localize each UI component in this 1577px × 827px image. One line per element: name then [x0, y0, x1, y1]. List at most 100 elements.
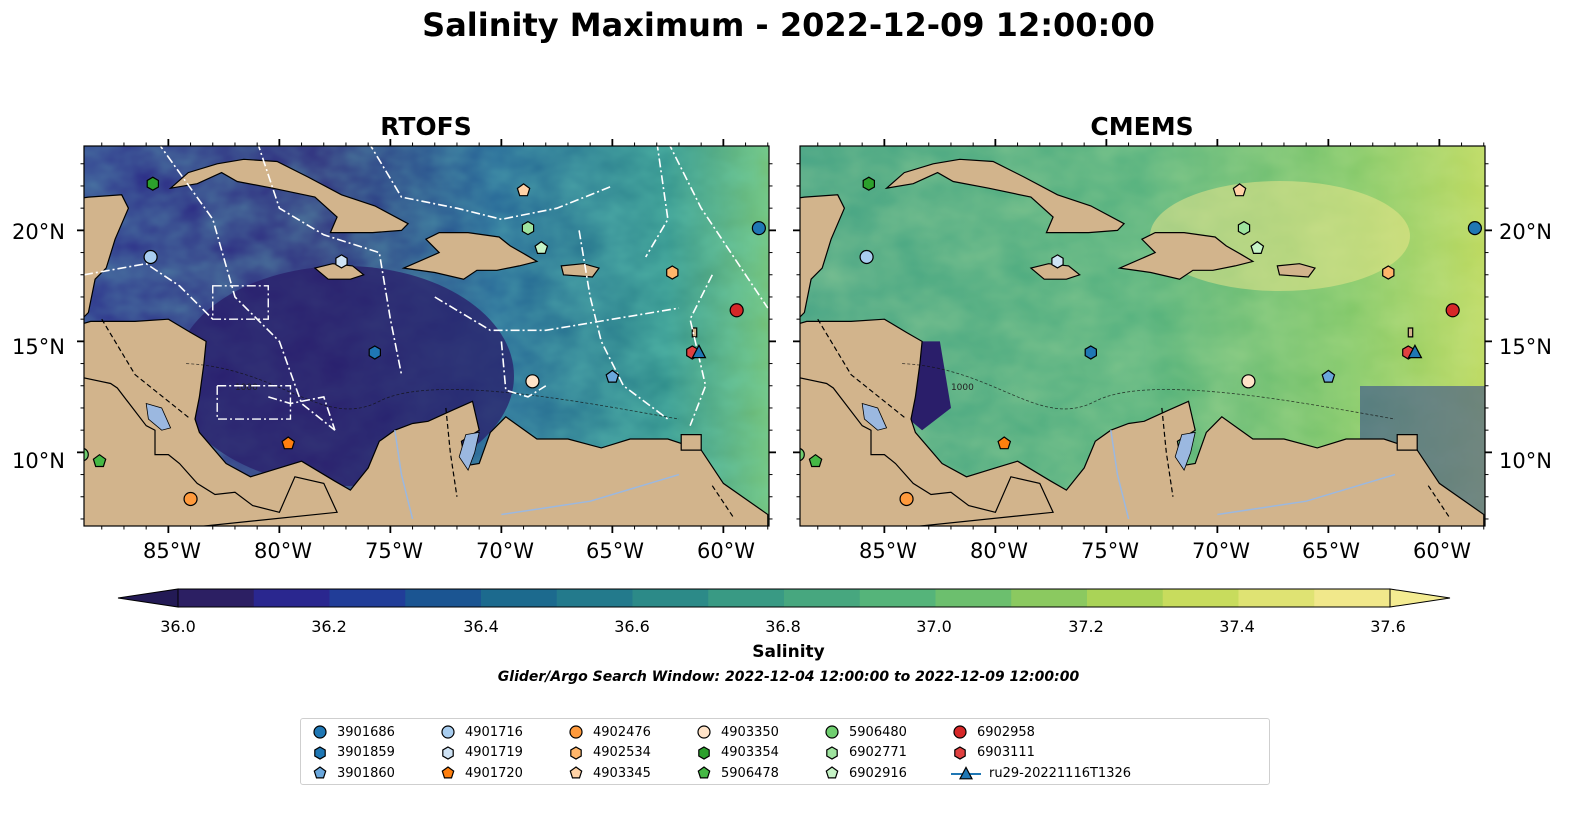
land-hispaniola — [401, 232, 539, 280]
eez-boundary — [257, 146, 403, 375]
colorbar-segment — [1238, 589, 1315, 607]
colorbar-tick: 36.6 — [614, 617, 650, 636]
float-marker-4903350 — [1241, 374, 1256, 389]
colorbar-segment — [632, 589, 709, 607]
colorbar-extend-low — [117, 588, 179, 608]
float-marker-3901686 — [1467, 221, 1482, 236]
country-borders — [817, 318, 1451, 520]
legend-label: 3901860 — [337, 765, 395, 781]
country-borders — [101, 318, 735, 520]
legend-marker-icon — [954, 745, 966, 760]
river — [501, 473, 680, 516]
panel-title-cmems: CMEMS — [1090, 112, 1194, 141]
eez-boundary — [434, 296, 680, 332]
legend-circle-icon — [569, 725, 583, 739]
land-puertorico — [560, 263, 600, 278]
float-marker-4903354 — [146, 176, 159, 191]
legend-marker-icon — [313, 766, 327, 779]
panel-title-rtofs: RTOFS — [380, 112, 472, 141]
land-yucatan — [800, 194, 846, 318]
colorbar-label: Salinity — [752, 642, 825, 662]
float-marker-5906480 — [800, 447, 805, 462]
legend-label: 5906478 — [721, 765, 779, 781]
colorbar-segment — [859, 589, 936, 607]
legend-marker-icon — [953, 725, 967, 739]
legend-marker-icon — [698, 745, 710, 760]
legend-hexagon-icon — [698, 745, 710, 760]
colorbar-segment — [784, 589, 861, 607]
legend-item: 4903350 — [695, 722, 779, 742]
float-marker-4903354 — [862, 176, 876, 191]
legend-circle-icon — [825, 725, 839, 739]
map-frame — [799, 145, 1486, 527]
colorbar-segment — [708, 589, 785, 607]
legend-item: ru29-20221116T1326 — [951, 763, 1131, 783]
legend-marker-icon — [826, 745, 838, 760]
legend-label: 6902958 — [977, 724, 1035, 740]
legend-item: 3901860 — [311, 763, 395, 783]
land-trinidad — [1396, 434, 1418, 451]
legend-item: 4902534 — [567, 743, 651, 763]
eez-boundary — [216, 385, 292, 420]
colorbar-tick: 36.2 — [311, 617, 347, 636]
eez-boundary — [212, 285, 269, 320]
float-marker-6902958 — [1445, 303, 1460, 318]
float-marker-3901686 — [751, 221, 766, 236]
float-marker-4903345 — [1232, 183, 1247, 197]
depth-contour — [186, 363, 680, 420]
lon-tick-85-left: 85°W — [143, 539, 201, 563]
float-marker-5906480 — [84, 447, 89, 462]
legend-hexagon-icon — [954, 745, 966, 760]
colorbar-tick: 37.6 — [1370, 617, 1406, 636]
legend-item: 4901719 — [439, 743, 523, 763]
legend-marker-icon — [314, 745, 326, 760]
legend-label: 6902916 — [849, 765, 907, 781]
float-marker-4901720 — [281, 436, 296, 450]
float-marker-6902916 — [534, 240, 549, 254]
land-cuba — [884, 158, 1126, 234]
colorbar-segment — [405, 589, 482, 607]
float-marker-4902476 — [183, 491, 198, 507]
legend-marker-icon — [441, 725, 455, 739]
lon-tick-70-right: 70°W — [1192, 539, 1250, 563]
float-marker-4901716 — [859, 249, 874, 265]
eez-boundary — [369, 146, 613, 221]
lat-tick-10-left: 10°N — [12, 449, 65, 473]
rtofs-map-panel: 1000 — [77, 139, 776, 533]
legend-item: 6903111 — [951, 743, 1035, 763]
salinity-colorbar — [117, 588, 1451, 608]
float-marker-4902476 — [899, 491, 914, 507]
land-jamaica — [313, 263, 365, 280]
float-marker-4901719 — [1051, 254, 1064, 269]
float-marker-ru29-20221116T1326 — [1407, 344, 1423, 359]
float-marker-ru29-20221116T1326 — [691, 344, 707, 359]
land-yucatan — [84, 194, 130, 318]
float-marker-6902916 — [1250, 240, 1265, 254]
colorbar-segment — [253, 589, 330, 607]
eez-boundary — [268, 395, 336, 431]
legend-item: 4903345 — [567, 763, 651, 783]
river — [1110, 430, 1130, 520]
colorbar-segment — [1011, 589, 1088, 607]
legend-item: 5906480 — [823, 722, 907, 742]
colorbar-tick: 37.0 — [916, 617, 952, 636]
colorbar-segment — [329, 589, 406, 607]
lat-tick-15-right: 15°N — [1499, 335, 1552, 359]
legend-marker-icon — [825, 766, 839, 779]
float-marker-6902771 — [1237, 220, 1251, 236]
colorbar-frame — [177, 588, 1391, 608]
lon-tick-75-left: 75°W — [365, 539, 423, 563]
lat-tick-20-right: 20°N — [1499, 220, 1552, 244]
land-centralAmerica — [800, 318, 1485, 526]
legend-marker-icon — [569, 766, 583, 779]
legend-marker-icon — [569, 725, 583, 739]
lon-tick-70-left: 70°W — [476, 539, 534, 563]
legend-item: 4902476 — [567, 722, 651, 742]
legend-item: 4903354 — [695, 743, 779, 763]
river — [394, 430, 414, 520]
legend-label: 4902476 — [593, 724, 651, 740]
lake-nicaragua — [861, 402, 888, 431]
legend-label: 4902534 — [593, 745, 651, 760]
cmems-map-panel: 1000 — [793, 139, 1492, 533]
land-puertorico — [1276, 263, 1316, 278]
